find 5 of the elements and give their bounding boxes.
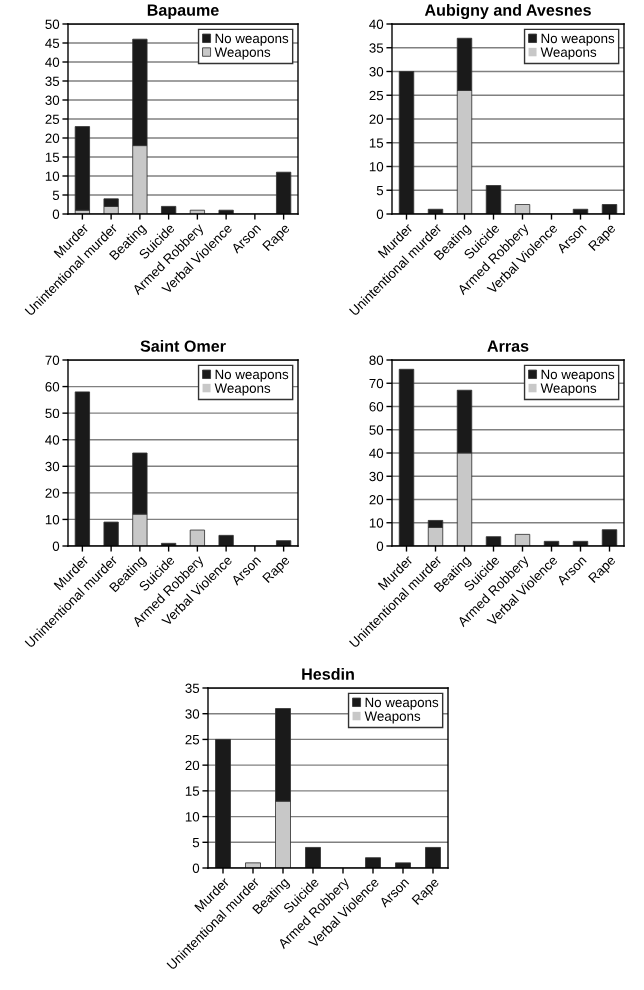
chart-title: Aubigny and Avesnes bbox=[424, 3, 591, 20]
chart-title: Arras bbox=[487, 340, 529, 352]
chart-title: Hesdin bbox=[302, 667, 354, 680]
chart-title: Saint Omer bbox=[140, 339, 226, 352]
chart-title: Bapaume bbox=[147, 4, 219, 20]
